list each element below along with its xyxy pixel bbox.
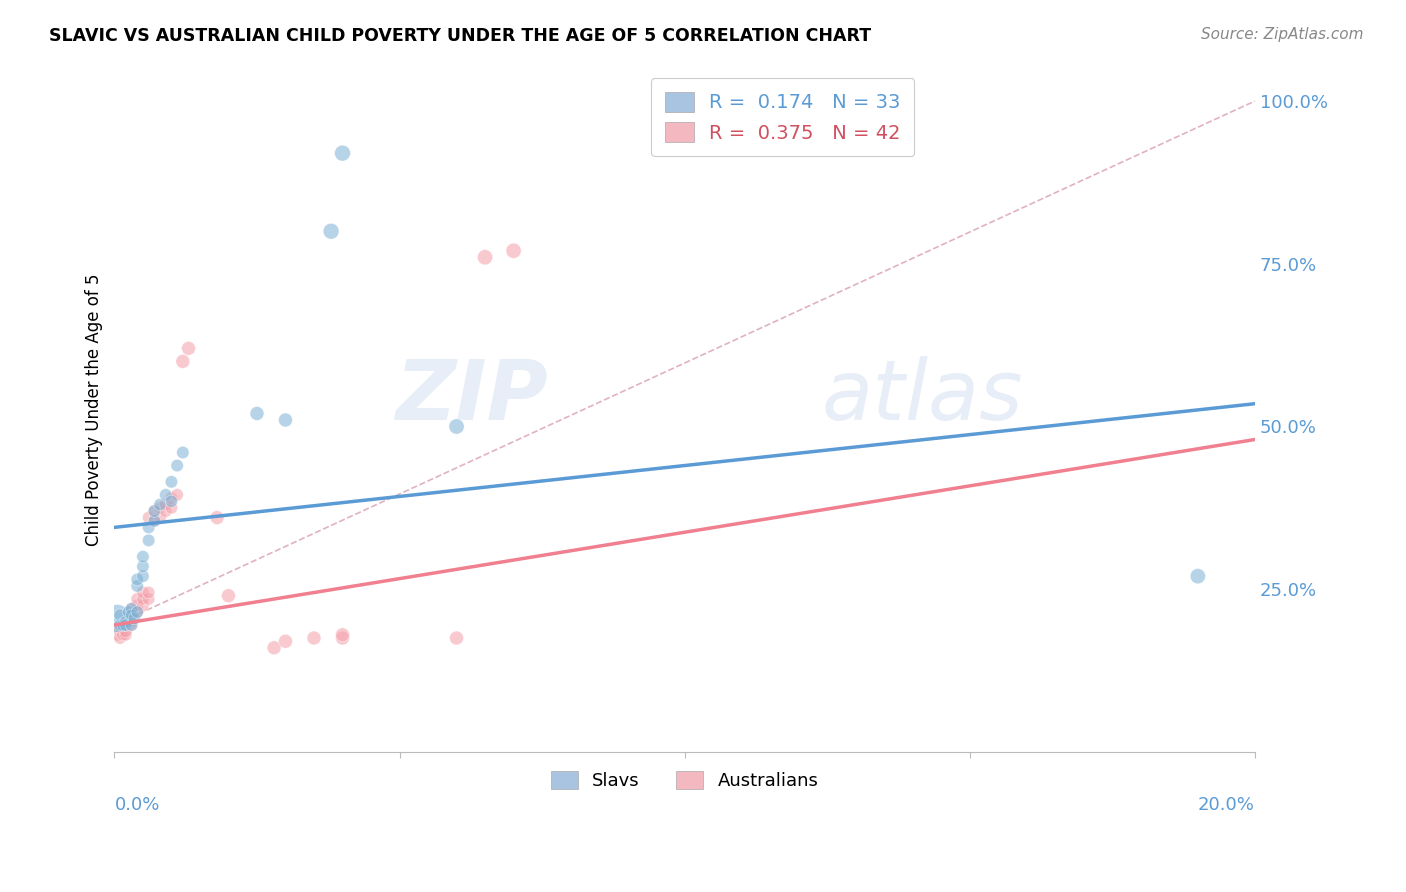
Point <box>502 244 524 258</box>
Point <box>166 458 188 473</box>
Point <box>143 514 166 528</box>
Point <box>108 631 131 645</box>
Point <box>474 250 496 264</box>
Point <box>205 510 228 524</box>
Point <box>114 628 136 642</box>
Point <box>111 628 134 642</box>
Point <box>127 579 149 593</box>
Point <box>172 354 194 368</box>
Point <box>149 498 172 512</box>
Text: SLAVIC VS AUSTRALIAN CHILD POVERTY UNDER THE AGE OF 5 CORRELATION CHART: SLAVIC VS AUSTRALIAN CHILD POVERTY UNDER… <box>49 27 872 45</box>
Point <box>127 599 149 613</box>
Point <box>332 631 354 645</box>
Text: 0.0%: 0.0% <box>114 797 160 814</box>
Text: 20.0%: 20.0% <box>1198 797 1256 814</box>
Point <box>132 569 155 583</box>
Point <box>155 498 177 512</box>
Point <box>166 488 188 502</box>
Point <box>138 510 160 524</box>
Point <box>319 224 342 238</box>
Point <box>127 573 149 587</box>
Point <box>332 628 354 642</box>
Point <box>114 618 136 632</box>
Point <box>143 504 166 518</box>
Point <box>121 618 143 632</box>
Point <box>143 514 166 528</box>
Point <box>105 611 128 625</box>
Point <box>114 618 136 632</box>
Point <box>124 611 146 625</box>
Point <box>263 640 285 655</box>
Point <box>127 605 149 619</box>
Text: atlas: atlas <box>821 356 1024 437</box>
Point <box>446 419 468 434</box>
Point <box>138 591 160 606</box>
Point <box>155 504 177 518</box>
Y-axis label: Child Poverty Under the Age of 5: Child Poverty Under the Age of 5 <box>86 274 103 547</box>
Point <box>246 407 269 421</box>
Point <box>143 504 166 518</box>
Point <box>177 342 200 356</box>
Point <box>114 615 136 629</box>
Point <box>274 413 297 427</box>
Point <box>160 494 183 508</box>
Point <box>217 589 239 603</box>
Point <box>160 491 183 505</box>
Point <box>111 618 134 632</box>
Text: ZIP: ZIP <box>395 356 548 437</box>
Legend: Slavs, Australians: Slavs, Australians <box>544 764 825 797</box>
Point <box>105 628 128 642</box>
Point <box>132 599 155 613</box>
Point <box>114 624 136 639</box>
Point <box>121 615 143 629</box>
Point <box>155 488 177 502</box>
Point <box>127 605 149 619</box>
Point <box>132 549 155 564</box>
Point <box>160 475 183 489</box>
Point <box>138 520 160 534</box>
Point <box>138 533 160 548</box>
Point <box>121 618 143 632</box>
Point <box>132 585 155 599</box>
Point <box>118 605 141 619</box>
Point <box>108 624 131 639</box>
Point <box>1187 569 1209 583</box>
Point <box>172 445 194 459</box>
Point <box>121 608 143 623</box>
Point <box>127 591 149 606</box>
Point <box>132 591 155 606</box>
Text: Source: ZipAtlas.com: Source: ZipAtlas.com <box>1201 27 1364 42</box>
Point <box>332 146 354 161</box>
Point <box>132 559 155 574</box>
Point <box>302 631 325 645</box>
Point <box>149 500 172 515</box>
Point <box>149 510 172 524</box>
Point <box>108 608 131 623</box>
Point <box>446 631 468 645</box>
Point <box>108 618 131 632</box>
Point <box>138 585 160 599</box>
Point <box>121 608 143 623</box>
Point <box>160 500 183 515</box>
Point <box>121 601 143 615</box>
Point <box>108 621 131 635</box>
Point <box>121 601 143 615</box>
Point <box>274 634 297 648</box>
